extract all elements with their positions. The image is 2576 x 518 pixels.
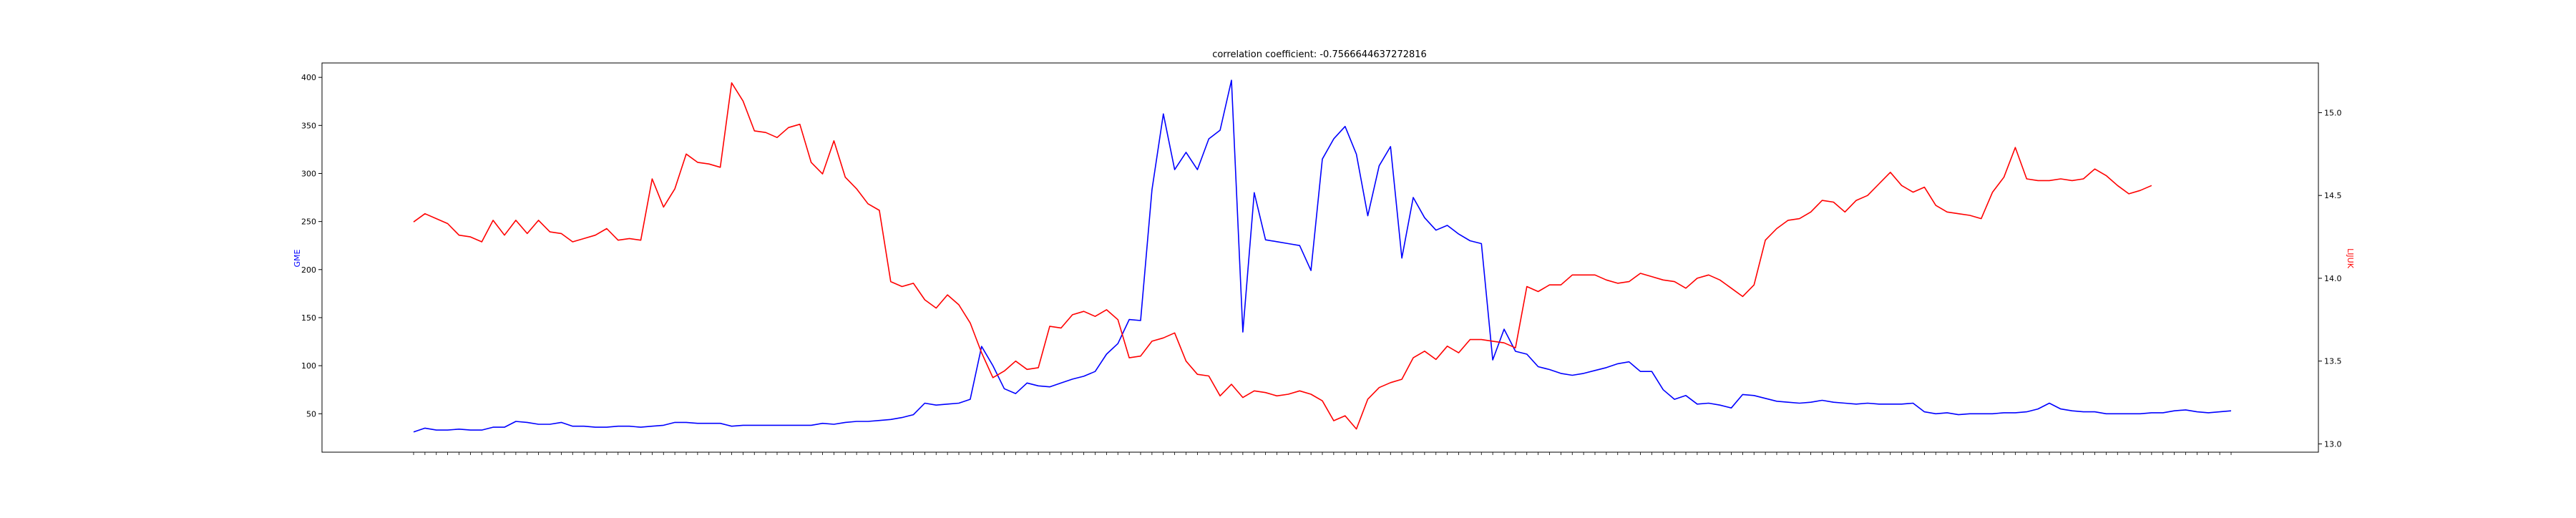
y-right-tick-label: 13.0 — [2324, 439, 2342, 449]
y-left-axis-label: GME — [293, 249, 302, 267]
series-line-lijuk — [413, 82, 2152, 430]
y-right-tick-label: 13.5 — [2324, 357, 2342, 366]
y-right-tick-label: 14.0 — [2324, 274, 2342, 283]
y-left-tick-label: 250 — [301, 218, 316, 227]
plot-area: 50 100 150 200 250 300 350 400 13.0 13.5 14.0 14.5 1… — [301, 62, 2342, 455]
y-left-tick-label: 200 — [301, 265, 316, 275]
y-right-tick-label: 15.0 — [2324, 108, 2342, 117]
y-left-tick-label: 400 — [301, 73, 316, 82]
series-line-gme — [413, 79, 2232, 433]
y-left-tick-label: 100 — [301, 361, 316, 371]
chart-title: correlation coefficient: -0.756664463727… — [1212, 49, 1427, 60]
y-left-tick-label: 50 — [306, 409, 316, 419]
y-right-axis-label: LIJUK — [2346, 248, 2355, 269]
y-left-tick-label: 350 — [301, 121, 316, 130]
y-left-tick-label: 300 — [301, 169, 316, 178]
y-right-tick-label: 14.5 — [2324, 191, 2342, 200]
plot-frame — [321, 62, 2319, 453]
y-left-tick-label: 150 — [301, 313, 316, 323]
